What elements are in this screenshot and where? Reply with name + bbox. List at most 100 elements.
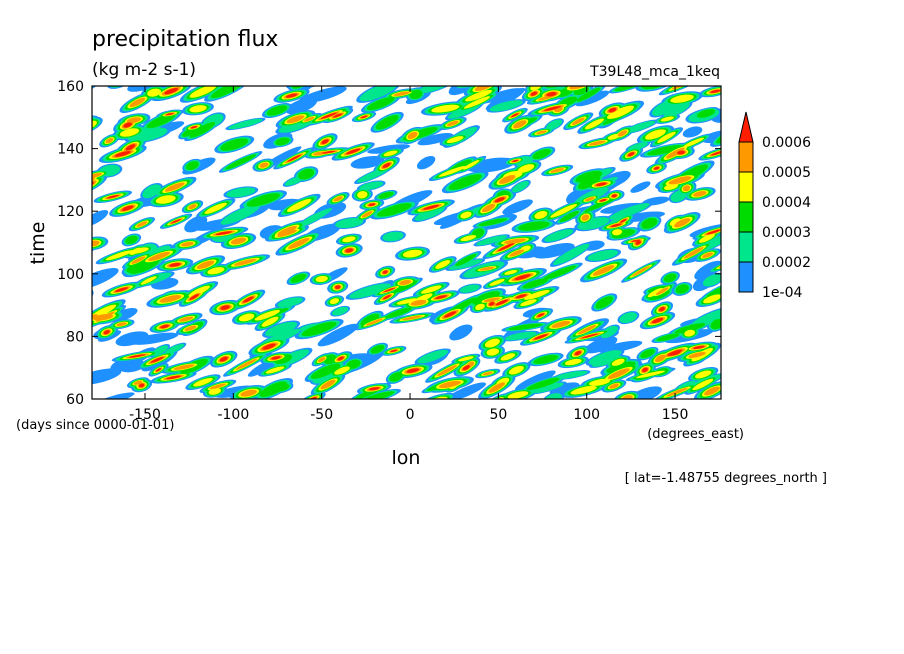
- precip-cell: [619, 312, 638, 324]
- precip-cell: [550, 168, 565, 173]
- precip-cell: [399, 279, 412, 286]
- precip-cell: [569, 86, 590, 90]
- precip-cell: [448, 86, 480, 96]
- precip-cell: [592, 265, 615, 276]
- precip-cell: [370, 344, 385, 354]
- precip-cell: [189, 122, 216, 138]
- precip-cell: [265, 321, 298, 337]
- precip-cell: [514, 274, 531, 281]
- precip-cell: [688, 352, 706, 358]
- precip-cell: [189, 86, 217, 98]
- precip-cell: [683, 137, 704, 148]
- precip-cell: [608, 107, 617, 113]
- precip-cell: [575, 170, 603, 183]
- precip-cell: [465, 89, 493, 102]
- precip-cell: [462, 159, 480, 170]
- precip-cell: [584, 118, 604, 130]
- precip-cell: [599, 199, 607, 202]
- precip-cell: [383, 294, 391, 300]
- precip-cell: [706, 283, 721, 298]
- precip-cell: [588, 350, 622, 365]
- precip-cell: [389, 372, 403, 382]
- precip-cell: [656, 287, 669, 296]
- precip-cell: [73, 117, 93, 130]
- precip-cell: [410, 299, 427, 306]
- precip-cell: [393, 91, 410, 97]
- precip-cell: [225, 154, 257, 170]
- precip-cell: [129, 97, 146, 108]
- precip-cell: [657, 131, 676, 143]
- precip-cell: [333, 196, 343, 202]
- precip-cell: [204, 202, 227, 214]
- precip-cell: [612, 229, 623, 236]
- precip-cell: [207, 267, 225, 275]
- precip-cell: [482, 371, 493, 376]
- precip-cell: [444, 311, 457, 318]
- precip-cell: [125, 144, 136, 151]
- latitude-footnote: [ lat=-1.48755 degrees_north ]: [625, 471, 827, 486]
- precip-cell: [116, 322, 127, 327]
- colorbar: 0.0006 0.0005 0.0004 0.0003 0.0002 1e-04: [738, 111, 811, 301]
- precip-cell: [448, 259, 483, 270]
- colorbar-swatch: [738, 141, 754, 173]
- precip-cell: [298, 168, 315, 180]
- precip-cell: [337, 356, 344, 361]
- precip-cell: [196, 260, 215, 269]
- precip-cell: [129, 247, 141, 255]
- precip-cell: [208, 388, 222, 395]
- precip-cell: [365, 318, 384, 326]
- precip-cell: [116, 79, 124, 84]
- precip-cell: [105, 250, 134, 261]
- x-axis: -150 -100 -50 0 50 100 150: [129, 86, 688, 423]
- precip-cell: [530, 91, 538, 96]
- precip-cell: [617, 130, 628, 137]
- precip-cell: [435, 295, 448, 300]
- precip-cell: [476, 235, 508, 246]
- precip-cell: [710, 89, 721, 94]
- precip-cell: [165, 343, 185, 354]
- precip-cell: [711, 151, 721, 156]
- precip-cell: [682, 126, 703, 138]
- precip-cell: [385, 307, 412, 319]
- precip-cell: [366, 97, 395, 111]
- precip-cell: [235, 358, 257, 370]
- precip-cell: [489, 100, 523, 112]
- precip-cell: [582, 240, 605, 251]
- precip-cell: [190, 125, 198, 129]
- precip-cell: [220, 138, 249, 151]
- precip-cell: [515, 370, 556, 391]
- precip-cell: [119, 128, 140, 137]
- precip-cell: [702, 252, 713, 258]
- precip-cell: [310, 363, 341, 379]
- colorbar-swatch: [738, 201, 754, 233]
- precip-cell: [555, 370, 588, 379]
- precip-cell: [609, 203, 650, 220]
- precip-cell: [484, 338, 500, 348]
- precip-cell: [131, 256, 146, 264]
- precip-cell: [165, 112, 174, 116]
- precip-cell: [138, 383, 145, 388]
- precip-cell: [368, 203, 376, 207]
- precip-cell: [179, 316, 194, 322]
- precip-cell: [607, 368, 630, 379]
- precip-cell: [504, 331, 537, 341]
- precip-cell: [537, 313, 545, 317]
- precip-cell: [155, 195, 176, 204]
- precip-cell: [361, 391, 395, 399]
- precip-cell: [663, 102, 690, 118]
- precip-cell: [696, 109, 716, 118]
- precip-cell: [647, 145, 683, 156]
- precip-cell: [382, 162, 391, 168]
- precip-cell: [230, 237, 247, 245]
- x-tick-label: 150: [662, 407, 689, 423]
- precip-cell: [570, 385, 597, 395]
- precip-cell: [482, 203, 496, 213]
- precip-cell: [595, 296, 613, 309]
- precip-cell: [695, 370, 712, 379]
- precip-cell: [517, 164, 535, 173]
- precip-cell: [621, 395, 633, 399]
- precip-cell: [513, 120, 527, 129]
- precip-cell: [479, 266, 495, 271]
- precip-cell: [346, 148, 361, 155]
- x-tick-label: 50: [489, 407, 507, 423]
